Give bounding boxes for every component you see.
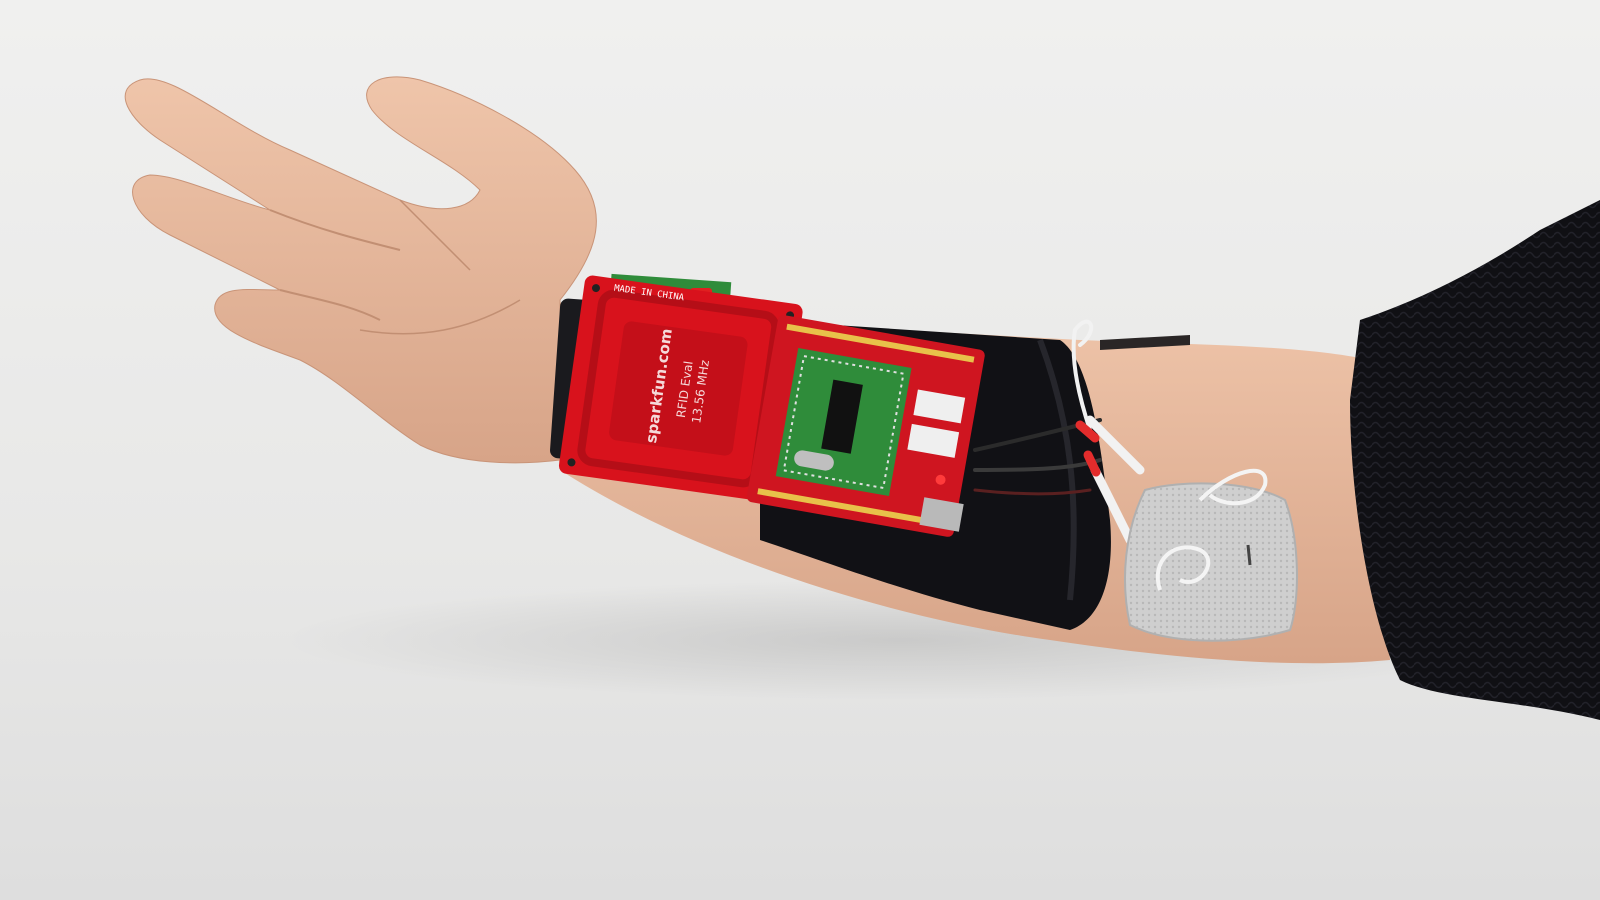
black-sweater-sleeve [1350, 200, 1600, 720]
electrode-lead [1075, 415, 1145, 475]
palm-line [359, 299, 521, 335]
palm-line [399, 199, 471, 271]
strap-seam [1037, 338, 1077, 601]
electrode-lead [1083, 450, 1135, 545]
arduino-shield [746, 315, 985, 537]
ic-chip [821, 379, 863, 454]
crystal-oscillator [794, 450, 834, 471]
relay [907, 423, 960, 458]
finger-crease [279, 289, 381, 321]
rfid-eval-board: sparkfun.com RFID Eval 13.56 MHz MADE IN… [558, 275, 803, 503]
relay [913, 389, 966, 424]
electrode-pad [1124, 468, 1298, 642]
status-led [935, 474, 946, 485]
finger-crease [269, 209, 401, 251]
usb-port [919, 497, 964, 532]
hand [124, 76, 597, 464]
velcro-tab [1100, 335, 1190, 350]
